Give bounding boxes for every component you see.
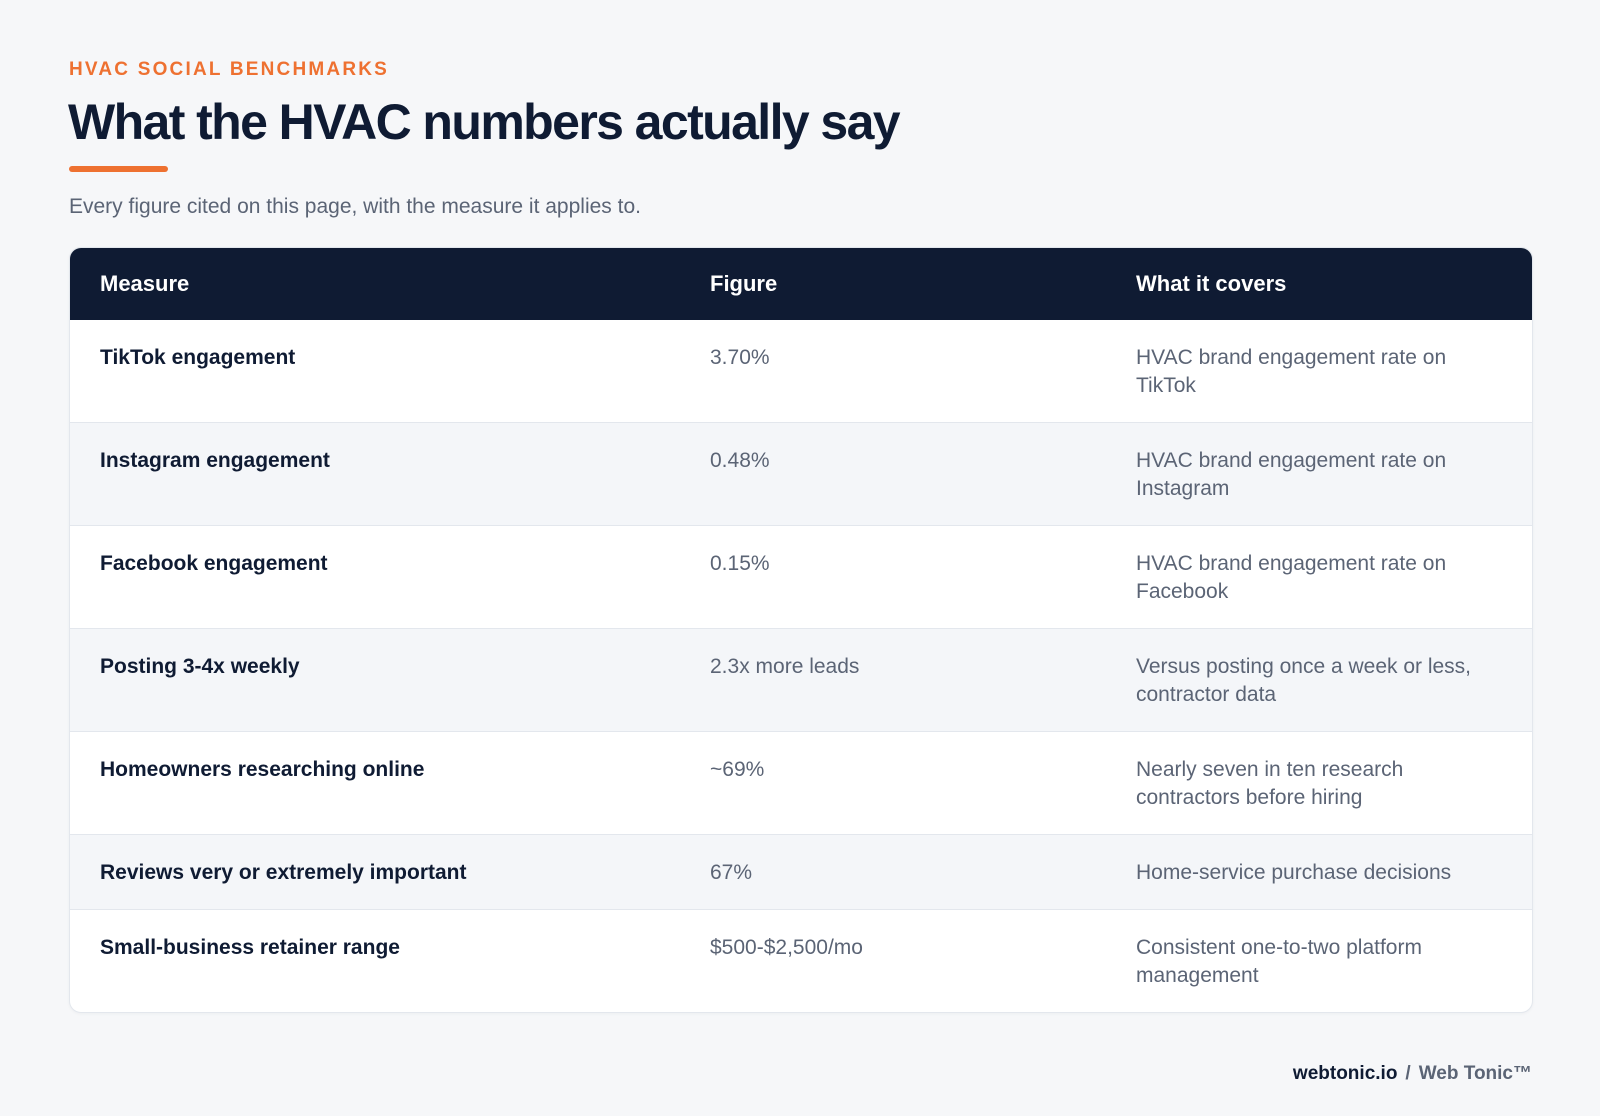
covers-cell: HVAC brand engagement rate on TikTok <box>1136 346 1447 397</box>
figure-cell: 67% <box>710 861 753 884</box>
covers-cell: Nearly seven in ten research contractors… <box>1136 758 1404 809</box>
measure-cell: Instagram engagement <box>100 449 330 472</box>
covers-cell: HVAC brand engagement rate on Facebook <box>1136 552 1447 603</box>
figure-cell: ~69% <box>710 758 765 781</box>
column-header-covers: What it covers <box>1136 271 1287 296</box>
footer-credit: webtonic.io / Web Tonic™ <box>1293 1063 1532 1085</box>
table-body: TikTok engagement 3.70% HVAC brand engag… <box>70 320 1532 1012</box>
page-subtitle: Every figure cited on this page, with th… <box>69 195 641 218</box>
covers-cell: HVAC brand engagement rate on Instagram <box>1136 449 1447 500</box>
measure-cell: Small-business retainer range <box>100 936 400 959</box>
measure-cell: Reviews very or extremely important <box>100 861 467 884</box>
table-row: Facebook engagement 0.15% HVAC brand eng… <box>70 526 1532 629</box>
measure-cell: TikTok engagement <box>100 346 296 369</box>
measure-cell: Homeowners researching online <box>100 758 425 781</box>
table-row: Small-business retainer range $500-$2,50… <box>70 910 1532 1012</box>
table-row: Homeowners researching online ~69% Nearl… <box>70 732 1532 835</box>
page-title: What the HVAC numbers actually say <box>68 94 901 150</box>
footer-separator: / <box>1405 1063 1411 1084</box>
figure-cell: 0.48% <box>710 449 770 472</box>
table-row: Posting 3-4x weekly 2.3x more leads Vers… <box>70 629 1532 732</box>
table-row: TikTok engagement 3.70% HVAC brand engag… <box>70 320 1532 423</box>
measure-cell: Posting 3-4x weekly <box>100 655 300 678</box>
benchmarks-table: Measure Figure What it covers TikTok eng… <box>69 247 1533 1013</box>
figure-cell: 2.3x more leads <box>710 655 860 678</box>
figure-cell: 3.70% <box>710 346 770 369</box>
title-accent-bar <box>69 166 168 172</box>
covers-cell: Versus posting once a week or less, cont… <box>1136 655 1472 706</box>
covers-cell: Home-service purchase decisions <box>1136 861 1452 884</box>
table-row: Reviews very or extremely important 67% … <box>70 835 1532 910</box>
covers-cell: Consistent one-to-two platform managemen… <box>1136 936 1422 987</box>
footer-brand: Web Tonic™ <box>1418 1063 1532 1084</box>
column-header-measure: Measure <box>100 271 190 296</box>
figure-cell: $500-$2,500/mo <box>710 936 863 959</box>
figure-cell: 0.15% <box>710 552 770 575</box>
column-header-figure: Figure <box>710 271 778 296</box>
footer-domain: webtonic.io <box>1292 1063 1398 1084</box>
table-header: Measure Figure What it covers <box>70 248 1532 320</box>
measure-cell: Facebook engagement <box>100 552 328 575</box>
eyebrow-label: HVAC SOCIAL BENCHMARKS <box>69 59 390 80</box>
table-row: Instagram engagement 0.48% HVAC brand en… <box>70 423 1532 526</box>
